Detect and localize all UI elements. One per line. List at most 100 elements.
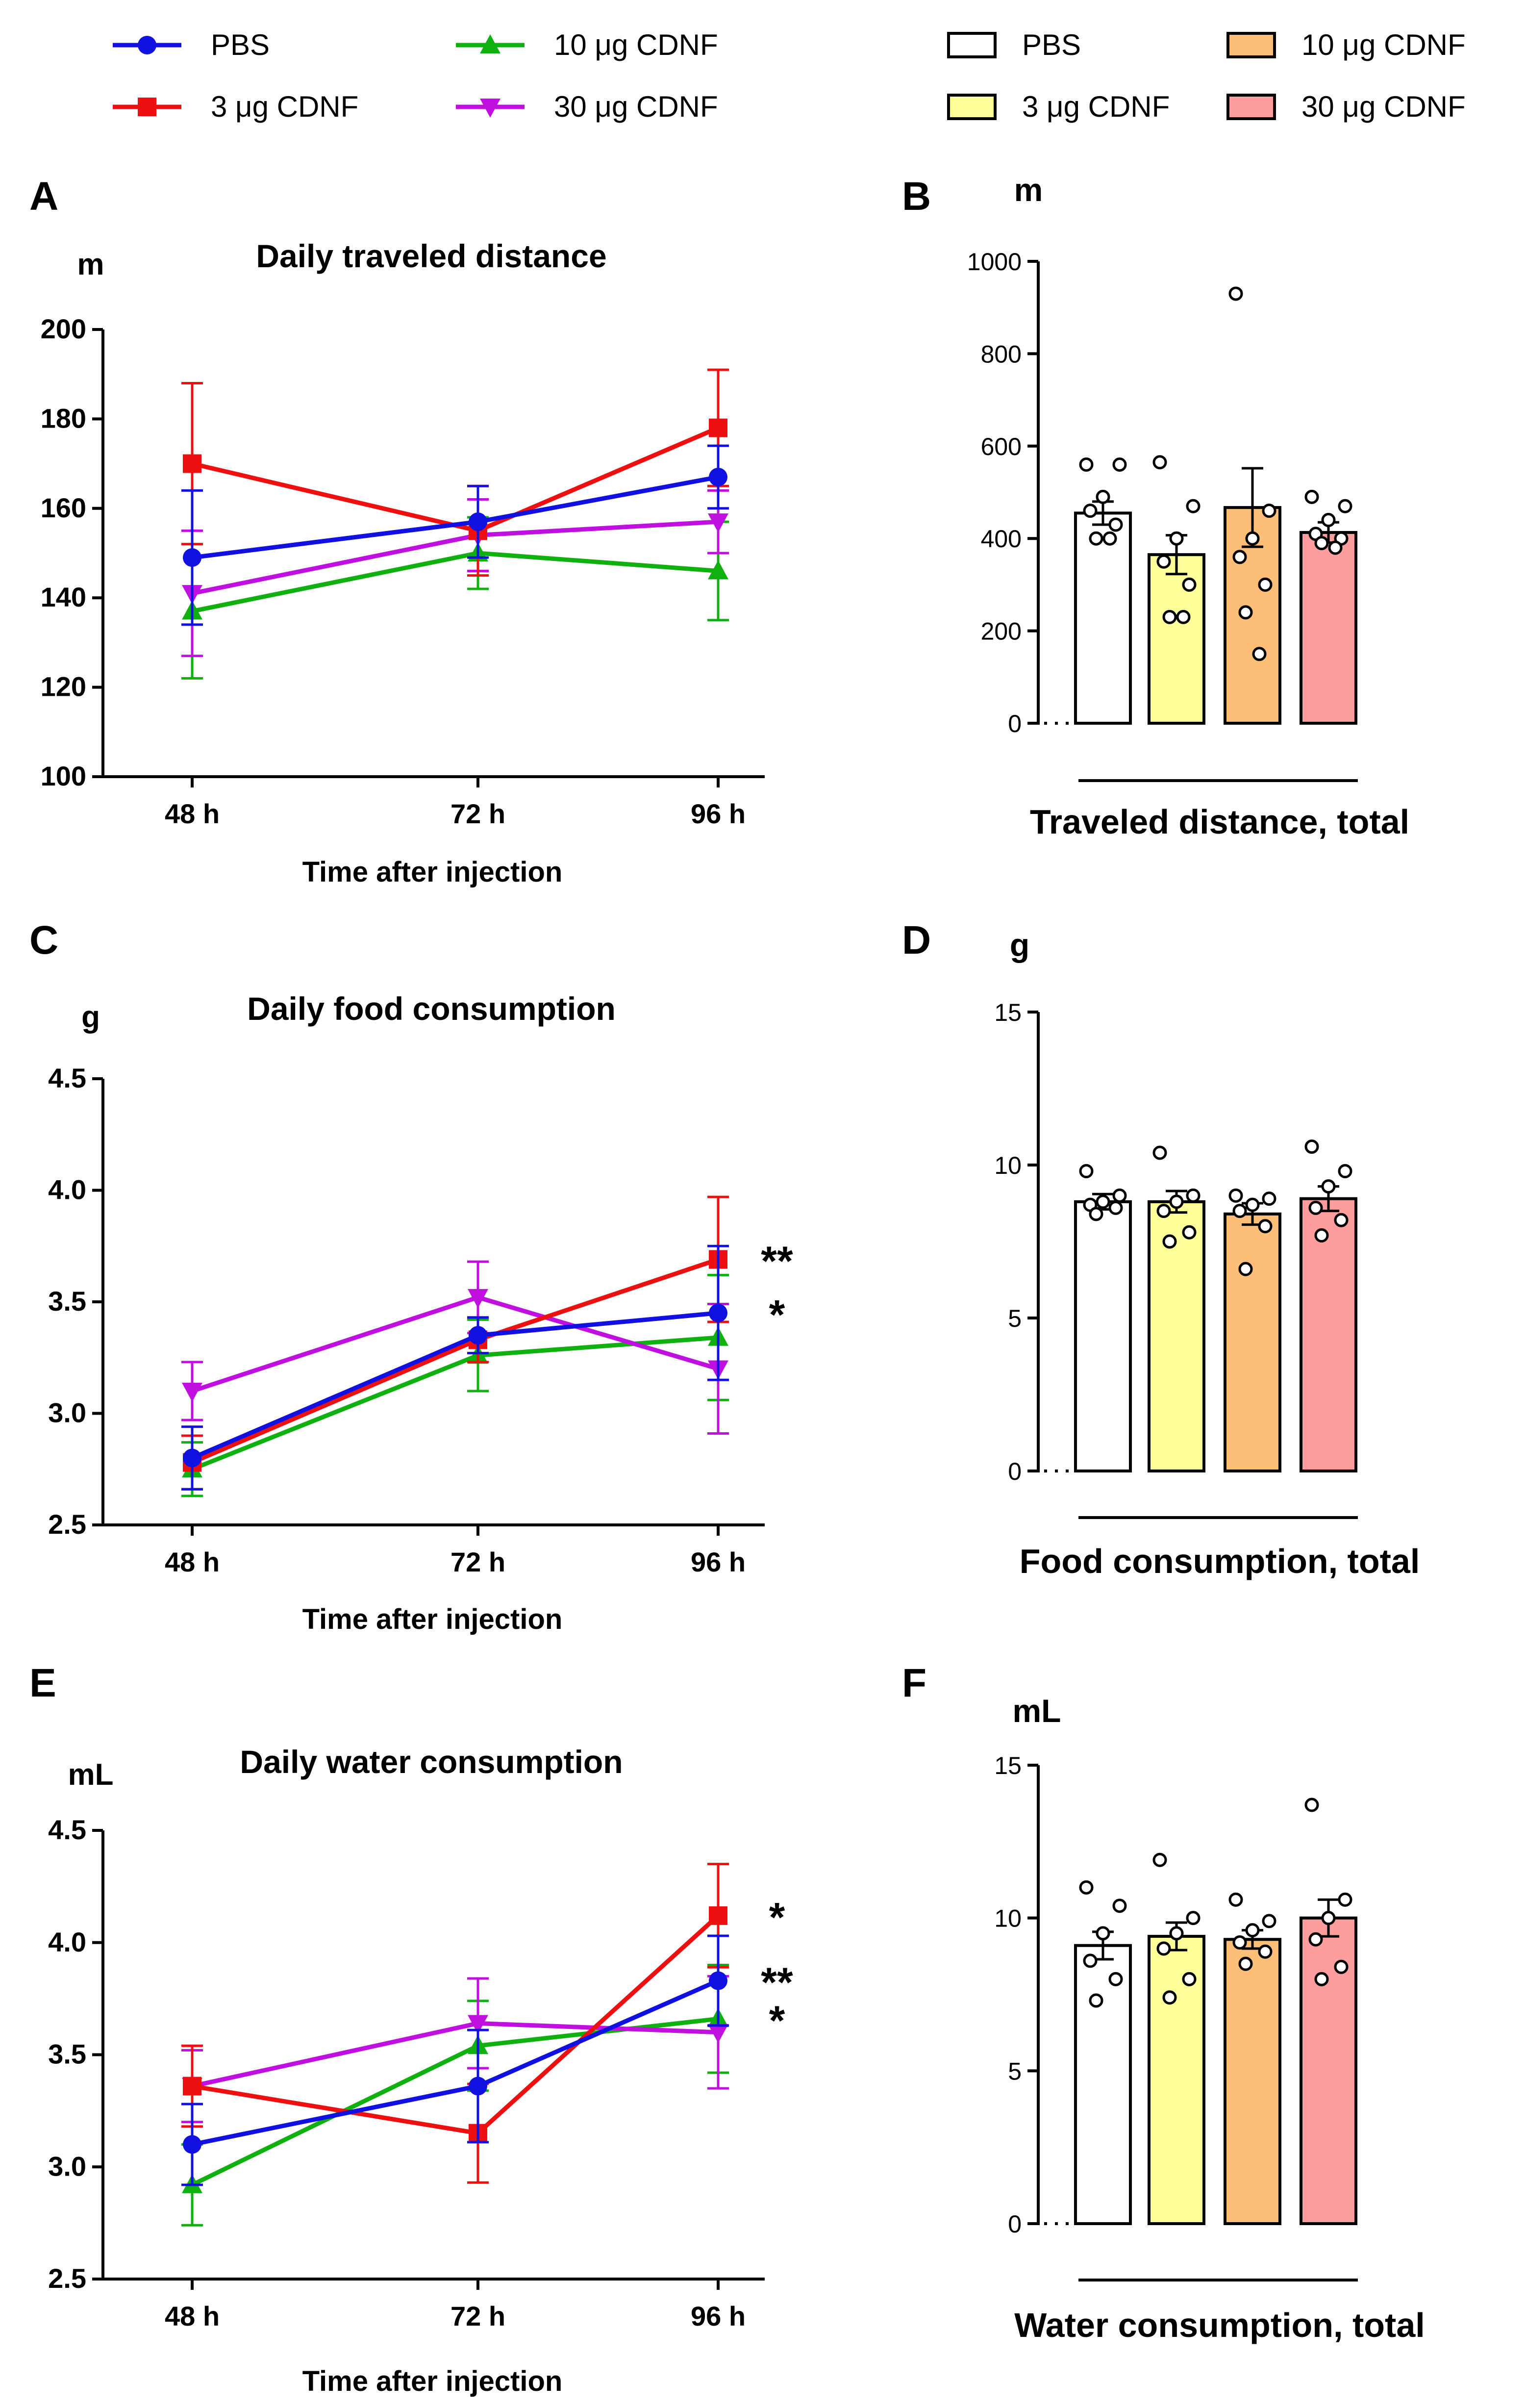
legend-swatch-c3: [947, 94, 997, 120]
y-tick-label: 100: [41, 760, 86, 791]
individual-point: [1083, 504, 1098, 518]
data-point: [708, 2024, 728, 2043]
panel-letter-e: E: [29, 1661, 56, 1705]
individual-point: [1334, 1213, 1349, 1227]
bar-group-10-ug-cdnf: [1224, 286, 1281, 725]
legend-swatch-c30: [1226, 94, 1276, 120]
y-tick-label: 800: [981, 340, 1022, 368]
individual-point: [1228, 1892, 1243, 1907]
legend-line-series: PBS 3 μg CDNF 10 μg CDNF 30 μg CDNF: [113, 28, 718, 123]
y-tick-label: 160: [41, 492, 86, 523]
individual-point: [1258, 577, 1273, 592]
series-line: [191, 2016, 719, 2187]
y-tick-label: 3.5: [48, 1286, 86, 1317]
y-tick-label: 600: [981, 433, 1022, 460]
series-line: [191, 1335, 719, 1471]
x-tick-label: 48 h: [165, 798, 220, 829]
legend-swatch-c10: [1226, 32, 1276, 58]
data-point: [183, 454, 201, 473]
bar: [1224, 1212, 1281, 1473]
y-tick-label: 3.5: [48, 2039, 86, 2070]
x-axis-title: Traveled distance, total: [1030, 803, 1409, 841]
legend-label-c10: 10 μg CDNF: [1301, 28, 1466, 61]
y-axis-unit: g: [1010, 927, 1029, 963]
data-point: [469, 2077, 487, 2096]
legend-bar-groups: PBS 3 μg CDNF 10 μg CDNF 30 μg CDNF: [947, 28, 1466, 123]
panel-letter-f: F: [902, 1661, 926, 1705]
individual-point: [1108, 1972, 1123, 1986]
bar: [1074, 1200, 1132, 1472]
chart-water-consumption-total: mL 0 5 10 15 Water consumption, total: [994, 1693, 1425, 2344]
series-line: [191, 1257, 719, 1465]
series-c3: [181, 1863, 729, 2184]
y-tick-label: 2.5: [48, 1509, 86, 1540]
individual-point: [1238, 1262, 1253, 1276]
data-point: [183, 2077, 201, 2096]
individual-point: [1304, 489, 1319, 504]
individual-point: [1338, 1892, 1352, 1907]
y-axis-unit: mL: [68, 1758, 114, 1792]
y-tick-label: 5: [1008, 2057, 1022, 2085]
individual-point: [1228, 286, 1243, 301]
series-pbs: [181, 1244, 729, 1491]
legend-swatch-pbs: [947, 32, 997, 58]
chart-title: Daily water consumption: [240, 1744, 623, 1780]
series-pbs: [181, 444, 729, 626]
x-tick-label: 48 h: [165, 1546, 220, 1577]
chart-daily-traveled-distance: Daily traveled distance m 100 120 140 160 180 2…: [41, 238, 765, 888]
series-line: [191, 426, 719, 533]
data-point: [182, 1383, 202, 1402]
bar-group-3-ug-cdnf: [1148, 455, 1205, 725]
chart-title: Daily food consumption: [247, 990, 616, 1027]
series-line: [192, 551, 719, 613]
bar-group-pbs: [1074, 1880, 1132, 2225]
legend-label-c30: 30 μg CDNF: [1301, 90, 1466, 123]
y-tick-label: 180: [41, 403, 86, 433]
y-tick-label: 0: [1008, 710, 1022, 737]
individual-point: [1328, 540, 1343, 555]
series-c10: [181, 1273, 729, 1497]
individual-point: [1182, 577, 1197, 592]
data-point: [709, 1971, 727, 1990]
individual-point: [1169, 531, 1184, 546]
y-tick-label: 15: [994, 1752, 1022, 1779]
panel-letter-a: A: [29, 174, 58, 219]
individual-point: [1321, 513, 1336, 528]
individual-point: [1176, 609, 1191, 624]
legend-marker-pbs: [138, 36, 156, 54]
legend-marker-c30: [480, 99, 500, 118]
individual-point: [1182, 1225, 1197, 1240]
individual-point: [1096, 1926, 1110, 1941]
y-tick-label: 1000: [967, 248, 1022, 276]
legend-label-c3: 3 μg CDNF: [1022, 90, 1170, 123]
chart-title: Daily traveled distance: [256, 238, 606, 274]
individual-point: [1169, 1926, 1184, 1941]
y-tick-label: 3.0: [48, 1397, 86, 1428]
data-point: [468, 1289, 488, 1308]
individual-point: [1258, 1944, 1273, 1959]
individual-point: [1089, 1993, 1103, 2008]
x-tick-label: 96 h: [691, 1546, 746, 1577]
individual-point: [1304, 1140, 1319, 1154]
x-tick-label: 72 h: [450, 2301, 505, 2332]
x-tick-label: 96 h: [691, 2301, 746, 2332]
y-tick-label: 10: [994, 1905, 1022, 1932]
individual-point: [1152, 1145, 1167, 1160]
y-tick-label: 400: [981, 525, 1022, 553]
individual-point: [1245, 531, 1260, 546]
individual-point: [1338, 499, 1352, 513]
individual-point: [1182, 1972, 1197, 1986]
individual-point: [1169, 1194, 1184, 1209]
individual-point: [1314, 1228, 1329, 1243]
individual-point: [1238, 1956, 1253, 1971]
individual-point: [1108, 517, 1123, 532]
individual-point: [1079, 1164, 1094, 1178]
y-tick-label: 0: [1008, 2210, 1022, 2238]
y-tick-label: 10: [994, 1152, 1022, 1179]
data-point: [183, 2135, 201, 2154]
individual-point: [1308, 1200, 1323, 1215]
x-tick-label: 96 h: [691, 798, 746, 829]
y-tick-label: 120: [41, 671, 86, 702]
data-point: [183, 548, 201, 567]
chart-daily-water-consumption: Daily water consumption mL 2.5 3.0 3.5 4.0 4.5…: [48, 1744, 793, 2397]
